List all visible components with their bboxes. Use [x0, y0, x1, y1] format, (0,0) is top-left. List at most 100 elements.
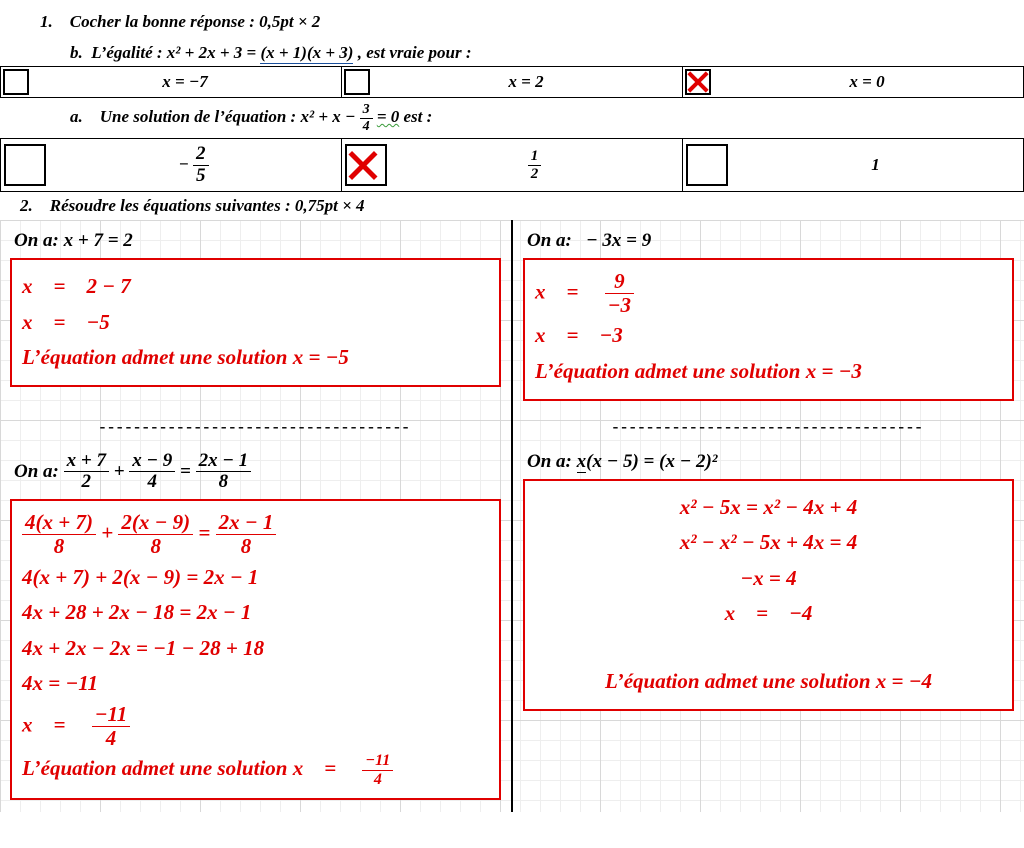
frac: −114: [92, 703, 131, 750]
mc-a-opt-0[interactable]: − 2 5: [1, 139, 342, 191]
divider: ------------------------------------: [513, 413, 1024, 441]
frac-den: −3: [605, 294, 634, 317]
line: x = −3: [535, 319, 1002, 353]
eq1-label: On a: x + 7 = 2: [14, 230, 501, 252]
d: 4: [129, 472, 175, 493]
neg: −: [178, 154, 188, 173]
n: 2x − 1: [196, 451, 252, 473]
line: 4(x + 7)8 + 2(x − 9)8 = 2x − 18: [22, 511, 489, 558]
frac: 2x − 18: [196, 451, 252, 494]
q1b-statement: b. L’égalité : x² + 2x + 3 = (x + 1)(x +…: [40, 35, 984, 66]
mc-b-opt-2[interactable]: x = 0: [683, 67, 1023, 97]
plus: +: [114, 460, 130, 481]
q2-title: 2. Résoudre les équations suivantes : 0,…: [0, 192, 1024, 220]
q1b-suffix: , est vraie pour :: [358, 43, 472, 62]
q1b-expr1: x² + 2x + 3 =: [167, 43, 261, 62]
n: −11: [92, 703, 131, 727]
n: x − 9: [129, 451, 175, 473]
q1b-expr2: (x + 1)(x + 3): [260, 43, 353, 64]
mc-a-label-0: − 2 5: [46, 144, 341, 187]
work-row-2: On a: x + 72 + x − 94 = 2x − 18 4(x + 7)…: [0, 441, 1024, 813]
checkbox[interactable]: [3, 69, 29, 95]
eq4-solution: x² − 5x = x² − 4x + 4 x² − x² − 5x + 4x …: [523, 479, 1014, 711]
q1-title: 1. Cocher la bonne réponse : 0,5pt × 2: [40, 8, 984, 35]
frac-den: 4: [360, 119, 373, 134]
q1a-statement: a. Une solution de l’équation : x² + x −…: [40, 100, 984, 136]
checkbox[interactable]: [344, 69, 370, 95]
q1a-tail: = 0: [377, 107, 399, 126]
line: x = −114: [22, 703, 489, 750]
line: 4x = −11: [22, 667, 489, 701]
frac-num: 2: [193, 144, 209, 166]
mc-b-label-0: x = −7: [29, 72, 341, 92]
mc-b-opt-1[interactable]: x = 2: [342, 67, 683, 97]
eq2-label: On a: − 3x = 9: [527, 230, 1014, 252]
eq1-col: On a: x + 7 = 2 x = 2 − 7 x = −5 L’équat…: [0, 220, 513, 412]
frac: x + 72: [64, 451, 109, 494]
frac: 2 5: [193, 144, 209, 187]
mc-b-label-1: x = 2: [370, 72, 682, 92]
line: L’équation admet une solution x = −5: [22, 341, 489, 375]
mc-b-label-2: x = 0: [711, 72, 1023, 92]
frac: 2x − 18: [216, 511, 277, 558]
checkbox[interactable]: [345, 144, 387, 186]
d: 8: [22, 535, 96, 558]
divider: ------------------------------------: [0, 413, 513, 441]
frac-num: 1: [528, 148, 542, 166]
d: 8: [196, 472, 252, 493]
eq: =: [180, 460, 196, 481]
d: 4: [362, 771, 393, 789]
divider-row: ------------------------------------ ---…: [0, 413, 1024, 441]
eq4-label: On a: x(x − 5) = (x − 2)²: [527, 451, 1014, 473]
frac: 2(x − 9)8: [118, 511, 193, 558]
mc-b-opt-0[interactable]: x = −7: [1, 67, 342, 97]
mc-a-opt-2[interactable]: 1: [683, 139, 1023, 191]
n: 2x − 1: [216, 511, 277, 535]
line: x = 9 −3: [535, 270, 1002, 317]
plus: +: [101, 521, 118, 545]
line: x = −4: [535, 597, 1002, 631]
eq4-col: On a: x(x − 5) = (x − 2)² x² − 5x = x² −…: [513, 441, 1024, 813]
eq2-col: On a: − 3x = 9 x = 9 −3 x = −3 L’équatio…: [513, 220, 1024, 412]
eq3-col: On a: x + 72 + x − 94 = 2x − 18 4(x + 7)…: [0, 441, 513, 813]
mc-a-label-2: 1: [728, 155, 1023, 175]
line: 4x + 28 + 2x − 18 = 2x − 1: [22, 596, 489, 630]
frac: 9 −3: [605, 270, 634, 317]
frac-num: 3: [360, 102, 373, 118]
mc-a-label-1: 1 2: [387, 148, 682, 182]
n: 2(x − 9): [118, 511, 193, 535]
eq3-solution: 4(x + 7)8 + 2(x − 9)8 = 2x − 18 4(x + 7)…: [10, 499, 501, 800]
pre: On a:: [14, 460, 64, 481]
n: −11: [362, 752, 393, 771]
pre: L’équation admet une solution x =: [22, 756, 357, 780]
n: 4(x + 7): [22, 511, 96, 535]
line: x² − x² − 5x + 4x = 4: [535, 526, 1002, 560]
line: x = −5: [22, 306, 489, 340]
frac-den: 2: [528, 166, 542, 183]
d: 8: [118, 535, 193, 558]
checkbox[interactable]: [686, 144, 728, 186]
line: L’équation admet une solution x = −3: [535, 355, 1002, 389]
q1b-prefix: b. L’égalité :: [70, 43, 167, 62]
d: 4: [92, 727, 131, 750]
q1a-frac: 3 4: [360, 102, 373, 134]
checkbox[interactable]: [4, 144, 46, 186]
mc-row-a: − 2 5 1 2 1: [0, 138, 1024, 192]
mc-row-b: x = −7 x = 2 x = 0: [0, 66, 1024, 98]
line: L’équation admet une solution x = −4: [535, 665, 1002, 699]
frac: 4(x + 7)8: [22, 511, 96, 558]
line: x² − 5x = x² − 4x + 4: [535, 491, 1002, 525]
pre: x =: [22, 712, 86, 736]
n: x + 7: [64, 451, 109, 473]
frac: 1 2: [528, 148, 542, 182]
frac-num: 9: [605, 270, 634, 294]
q1a-head: x² + x −: [300, 107, 359, 126]
eq: =: [198, 521, 215, 545]
work-row-1: On a: x + 7 = 2 x = 2 − 7 x = −5 L’équat…: [0, 220, 1024, 412]
q1a-prefix: a. Une solution de l’équation :: [70, 107, 300, 126]
frac: −114: [362, 752, 393, 788]
line: 4(x + 7) + 2(x − 9) = 2x − 1: [22, 561, 489, 595]
checkbox[interactable]: [685, 69, 711, 95]
frac: x − 94: [129, 451, 175, 494]
mc-a-opt-1[interactable]: 1 2: [342, 139, 683, 191]
